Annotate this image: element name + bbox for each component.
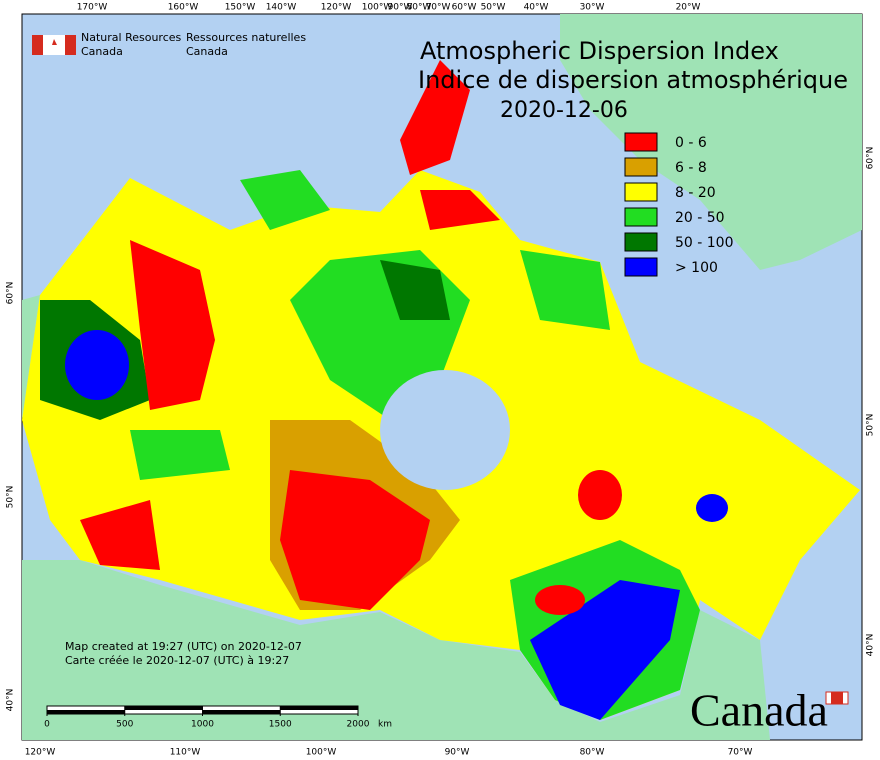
region-20-50 <box>240 170 330 230</box>
agency-signature: Natural Resources Canada Ressources natu… <box>32 31 306 58</box>
legend-label: 6 - 8 <box>675 160 707 176</box>
graticule-label: 50°N <box>6 486 16 509</box>
region-gt-100 <box>65 330 129 400</box>
graticule-label: 170°W <box>77 3 108 13</box>
region-gt-100 <box>696 494 728 522</box>
legend-label: 20 - 50 <box>675 210 725 226</box>
legend-swatch <box>624 207 658 227</box>
region-gt-100 <box>530 580 680 720</box>
flag-band <box>65 35 76 55</box>
scale-segment <box>280 706 358 710</box>
graticule-label: 110°W <box>170 748 201 758</box>
agency-en: Natural Resources <box>81 31 182 44</box>
legend-label: 8 - 20 <box>675 185 716 201</box>
wordmark-flag <box>831 692 843 704</box>
agency-en: Canada <box>81 45 123 58</box>
index-field <box>22 60 860 720</box>
flag-leaf <box>52 39 57 45</box>
legend-label: 0 - 6 <box>675 135 707 151</box>
agency-fr: Canada <box>186 45 228 58</box>
region-0-6 <box>80 500 160 570</box>
region-0-6 <box>280 470 430 610</box>
graticule-label: 70°W <box>728 748 753 758</box>
graticule-label: 70°W <box>426 3 451 13</box>
graticule-label: 50°W <box>481 3 506 13</box>
graticule-label: 120°W <box>25 748 56 758</box>
scale-label: 500 <box>116 720 133 730</box>
scale-label: 2000 <box>347 720 370 730</box>
graticule-label: 100°W <box>306 748 337 758</box>
graticule-label: 40°N <box>6 689 16 712</box>
scale-segment <box>47 710 125 714</box>
region-0-6 <box>130 240 215 410</box>
scale-label: 0 <box>44 720 50 730</box>
scale-label: 1500 <box>269 720 292 730</box>
title: Atmospheric Dispersion Index <box>420 37 779 65</box>
flag-band <box>32 35 43 55</box>
region-0-6 <box>535 585 585 615</box>
graticule-label: 150°W <box>225 3 256 13</box>
graticule-label: 40°N <box>866 634 876 657</box>
date: 2020-12-06 <box>500 98 628 123</box>
graticule-label: 30°W <box>580 3 605 13</box>
title: Indice de dispersion atmosphérique <box>418 66 848 94</box>
legend-label: > 100 <box>675 260 718 276</box>
hudson-bay <box>380 370 510 490</box>
graticule-label: 100°W <box>362 3 393 13</box>
wordmark: Canada <box>690 685 828 736</box>
legend-swatch <box>624 257 658 277</box>
legend-swatch <box>624 132 658 152</box>
graticule-label: 80°W <box>407 3 432 13</box>
greenland <box>560 14 862 270</box>
scale-label: 1000 <box>191 720 214 730</box>
region-0-6 <box>400 60 470 175</box>
graticule-label: 80°W <box>580 748 605 758</box>
graticule-label: 20°W <box>676 3 701 13</box>
scale-unit: km <box>378 720 392 730</box>
region-50-100 <box>380 260 450 320</box>
graticule-label: 40°W <box>524 3 549 13</box>
graticule-label: 160°W <box>168 3 199 13</box>
legend-swatch <box>624 232 658 252</box>
graticule-label: 60°N <box>866 147 876 170</box>
graticule-label: 60°N <box>6 282 16 305</box>
scale-segment <box>202 710 281 714</box>
agency-fr: Ressources naturelles <box>186 31 306 44</box>
graticule-label: 90°W <box>445 748 470 758</box>
region-0-6 <box>420 190 500 230</box>
usa <box>22 560 770 740</box>
legend-swatch <box>624 157 658 177</box>
footer: Map created at 19:27 (UTC) on 2020-12-07 <box>65 640 302 653</box>
graticule-label: 50°N <box>866 414 876 437</box>
region-20-50 <box>520 250 610 330</box>
graticule-label: 90°W <box>388 3 413 13</box>
region-20-50 <box>130 430 230 480</box>
legend-swatch <box>624 182 658 202</box>
graticule-label: 60°W <box>452 3 477 13</box>
graticule-label: 140°W <box>266 3 297 13</box>
footer: Carte créée le 2020-12-07 (UTC) à 19:27 <box>65 654 289 667</box>
scale-segment <box>124 706 203 710</box>
legend-label: 50 - 100 <box>675 235 734 251</box>
region-0-6 <box>578 470 622 520</box>
graticule-label: 120°W <box>321 3 352 13</box>
